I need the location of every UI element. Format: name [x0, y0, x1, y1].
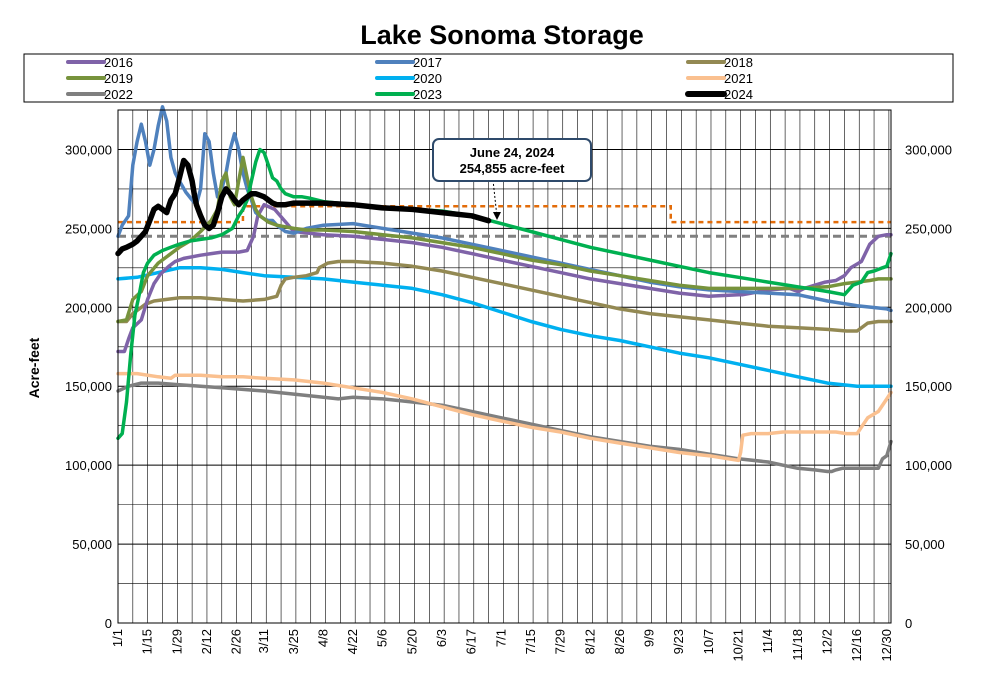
- x-tick-label: 9/9: [642, 629, 657, 647]
- legend-label-2018: 2018: [724, 55, 753, 70]
- x-tick-label: 5/20: [404, 629, 419, 654]
- x-tick-label: 1/29: [169, 629, 184, 654]
- y-tick-label-left: 100,000: [65, 458, 112, 473]
- callout-date: June 24, 2024: [470, 145, 555, 160]
- x-tick-label: 4/22: [345, 629, 360, 654]
- series-line-2020: [116, 266, 893, 388]
- callout-annotation: June 24, 2024 254,855 acre-feet: [432, 138, 592, 220]
- x-tick-label: 6/17: [464, 629, 479, 654]
- x-tick-label: 3/25: [286, 629, 301, 654]
- legend-box: [23, 53, 954, 103]
- x-tick-label: 6/3: [434, 629, 449, 647]
- x-axis: 1/1 1/15 1/29 2/12 2/26 3/11 3/25 4/8 4/22 5/6 5/2…: [110, 629, 894, 662]
- series-line-2018: [116, 259, 893, 333]
- x-tick-label: 3/11: [256, 629, 271, 653]
- x-tick-label: 2/12: [199, 629, 214, 654]
- y-axis-label: Acre-feet: [26, 337, 42, 398]
- y-axis-right: 0 50,000 100,000 150,000 200,000 250,000 300,0…: [905, 142, 952, 631]
- series-line-2024: [115, 157, 492, 257]
- x-tick-label: 1/1: [110, 629, 125, 647]
- y-tick-label-left: 300,000: [65, 142, 112, 157]
- legend: 2016 2017 2018 2019 2020 2021 2022 2023 2024: [66, 55, 753, 102]
- x-tick-label: 4/8: [315, 629, 330, 647]
- x-tick-label: 7/29: [553, 629, 568, 654]
- legend-label-2017: 2017: [413, 55, 442, 70]
- series-line-2019: [116, 155, 893, 324]
- x-tick-label: 10/7: [701, 629, 716, 654]
- x-tick-label: 12/2: [819, 629, 834, 654]
- x-tick-label: 2/26: [229, 629, 244, 654]
- y-tick-label-right: 300,000: [905, 142, 952, 157]
- x-tick-label: 12/30: [879, 629, 894, 662]
- x-tick-label: 11/4: [760, 629, 775, 653]
- y-tick-label-left: 0: [105, 616, 112, 631]
- plot-border: [117, 109, 892, 624]
- x-tick-label: 12/16: [849, 629, 864, 662]
- y-axis-left: 0 50,000 100,000 150,000 200,000 250,000 300,0…: [65, 142, 112, 631]
- legend-label-2016: 2016: [104, 55, 133, 70]
- callout-value: 254,855 acre-feet: [460, 161, 565, 176]
- y-tick-label-right: 200,000: [905, 300, 952, 315]
- x-tick-label: 8/26: [612, 629, 627, 654]
- legend-label-2019: 2019: [104, 71, 133, 86]
- y-tick-label-left: 50,000: [72, 537, 112, 552]
- x-tick-label: 9/23: [671, 629, 686, 654]
- x-tick-label: 1/15: [140, 629, 155, 654]
- y-tick-label-left: 250,000: [65, 221, 112, 236]
- reference-line-orange: [118, 205, 891, 224]
- reference-lines: [118, 205, 891, 238]
- callout-arrowhead: [493, 212, 501, 220]
- legend-label-2022: 2022: [104, 87, 133, 102]
- y-tick-label-right: 100,000: [905, 458, 952, 473]
- series-lines: [115, 105, 893, 474]
- x-tick-label: 8/12: [582, 629, 597, 654]
- y-tick-label-right: 0: [905, 616, 912, 631]
- y-tick-label-right: 250,000: [905, 221, 952, 236]
- legend-label-2023: 2023: [413, 87, 442, 102]
- plot-area: [118, 110, 891, 623]
- y-tick-label-right: 150,000: [905, 379, 952, 394]
- x-tick-label: 7/1: [493, 629, 508, 647]
- y-tick-label-left: 200,000: [65, 300, 112, 315]
- callout-box: [432, 138, 592, 182]
- series-line-2016: [116, 202, 893, 354]
- x-tick-label: 10/21: [731, 629, 746, 662]
- legend-label-2020: 2020: [413, 71, 442, 86]
- legend-label-2024: 2024: [724, 87, 753, 102]
- chart-title: Lake Sonoma Storage: [360, 20, 644, 50]
- x-tick-label: 11/18: [790, 629, 805, 661]
- x-tick-label: 5/6: [375, 629, 390, 647]
- y-tick-label-left: 150,000: [65, 379, 112, 394]
- legend-label-2021: 2021: [724, 71, 753, 86]
- series-line-2023: [116, 147, 893, 441]
- x-tick-label: 7/15: [523, 629, 538, 654]
- y-tick-label-right: 50,000: [905, 537, 945, 552]
- series-line-2021: [116, 371, 893, 463]
